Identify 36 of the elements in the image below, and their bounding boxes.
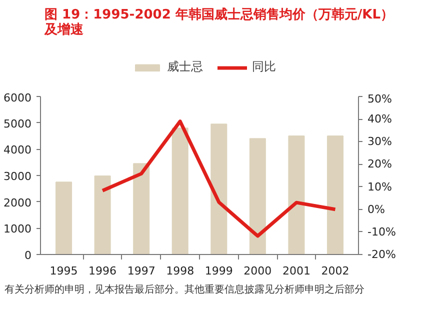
y2-tick-label: -20%: [368, 248, 396, 261]
bar: [172, 128, 188, 254]
bar: [326, 136, 344, 254]
y-tick-label: 5000: [4, 117, 32, 130]
y2-tick-label: -10%: [368, 225, 396, 238]
y2-tick-label: 40%: [368, 112, 392, 126]
y-tick-label: 1000: [4, 222, 32, 236]
x-tick-label: 2001: [282, 264, 310, 278]
text: 有关分析师的申明，见本报告最后部分。其他重要信息披露见分析师申明之后部分: [4, 284, 364, 296]
y-tick-label: 4000: [4, 144, 32, 157]
x-tick-label: 1998: [166, 264, 194, 278]
y-tick-label: 0: [24, 249, 32, 262]
bar: [56, 182, 72, 254]
bar: [249, 138, 266, 254]
x-tick-label: 1995: [50, 264, 78, 278]
chart-title: 图 19：1995-2002 年韩国威士忌销售均价（万韩元/KL）及增速: [44, 6, 394, 38]
x-tick-label: 1999: [204, 264, 233, 278]
y-tick-label: 2000: [4, 196, 32, 210]
y2-tick-label: 30%: [368, 135, 392, 148]
bar: [133, 163, 150, 254]
x-tick-label: 2000: [244, 264, 272, 278]
y2-tick-label: 10%: [368, 180, 392, 194]
bar: [288, 136, 305, 254]
line-series: [100, 120, 337, 238]
y2-tick-label: 20%: [368, 158, 392, 171]
legend-label: 同比: [252, 58, 276, 76]
bar: [210, 124, 228, 254]
y2-tick-label: 50%: [368, 92, 392, 106]
x-tick-label: 2002: [321, 264, 350, 278]
legend-label: 威士忌: [167, 58, 203, 76]
y2-tick-label: 0%: [368, 202, 385, 216]
bar: [94, 176, 111, 254]
x-tick-label: 1997: [127, 264, 156, 278]
x-tick-label: 1996: [88, 264, 117, 278]
y-tick-label: 6000: [4, 92, 32, 104]
y-tick-label: 3000: [4, 170, 32, 183]
